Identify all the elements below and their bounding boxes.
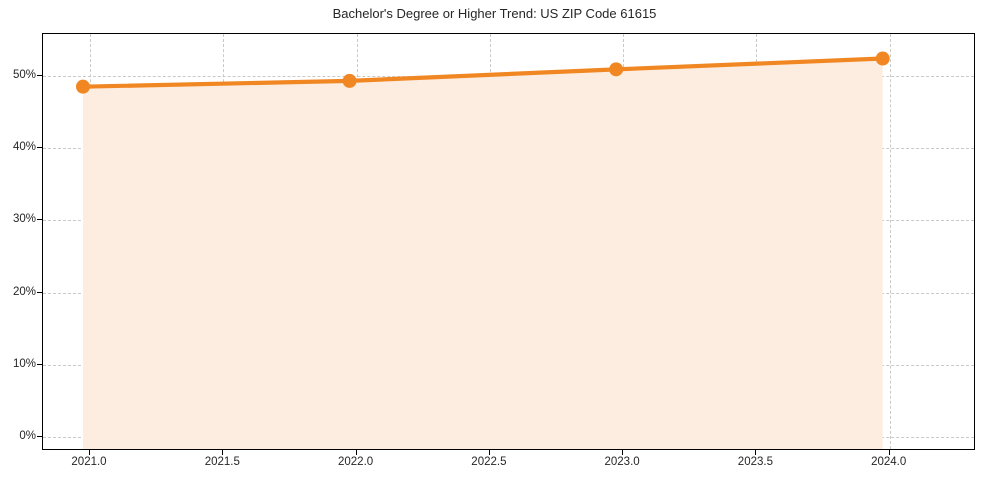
x-tick-mark-2021-5: [222, 450, 224, 455]
x-tick-label-2022-5: 2022.5: [471, 456, 507, 468]
x-tick-label-2021-5: 2021.5: [204, 456, 240, 468]
data-point-2022: [342, 73, 357, 88]
x-tick-mark-2023-5: [755, 450, 757, 455]
area-fill: [82, 58, 883, 449]
series-plot: [75, 51, 890, 449]
y-tick-mark-10: [37, 363, 42, 365]
x-tick-mark-2024-0: [888, 450, 890, 455]
x-tick-label-2023-5: 2023.5: [737, 456, 773, 468]
y-tick-label-50: 50%: [12, 69, 36, 81]
gridline-vertical-2024-0: [889, 34, 891, 449]
series-markers: [75, 51, 890, 94]
data-point-2024: [875, 51, 890, 66]
data-point-2021: [75, 79, 90, 94]
y-tick-label-40: 40%: [12, 141, 36, 154]
y-tick-label-20: 20%: [12, 285, 36, 298]
x-tick-label-2022-0: 2022.0: [338, 456, 374, 468]
data-point-2023: [609, 62, 624, 77]
x-tick-mark-2023-0: [622, 450, 624, 455]
y-tick-mark-40: [37, 147, 42, 149]
x-tick-label-2024-0: 2024.0: [871, 456, 907, 468]
x-tick-label-2023-0: 2023.0: [604, 456, 640, 468]
y-tick-mark-0: [37, 436, 42, 437]
x-tick-mark-2022-0: [355, 450, 357, 455]
y-tick-mark-20: [37, 291, 42, 293]
y-tick-mark-30: [37, 219, 42, 221]
chart-title: Bachelor's Degree or Higher Trend: US ZI…: [332, 6, 657, 21]
plot-area: [42, 33, 975, 450]
y-tick-label-0: 0%: [19, 430, 36, 442]
x-tick-label-2021-0: 2021.0: [71, 456, 107, 468]
series-line: [80, 56, 885, 89]
y-axis-labels: 0% 10% 20% 30% 40% 50%: [0, 0, 36, 490]
y-tick-label-10: 10%: [12, 357, 36, 370]
y-tick-label-30: 30%: [12, 213, 36, 226]
x-tick-mark-2022-5: [488, 450, 490, 455]
x-tick-mark-2021-0: [89, 450, 90, 455]
y-tick-mark-50: [37, 75, 42, 76]
